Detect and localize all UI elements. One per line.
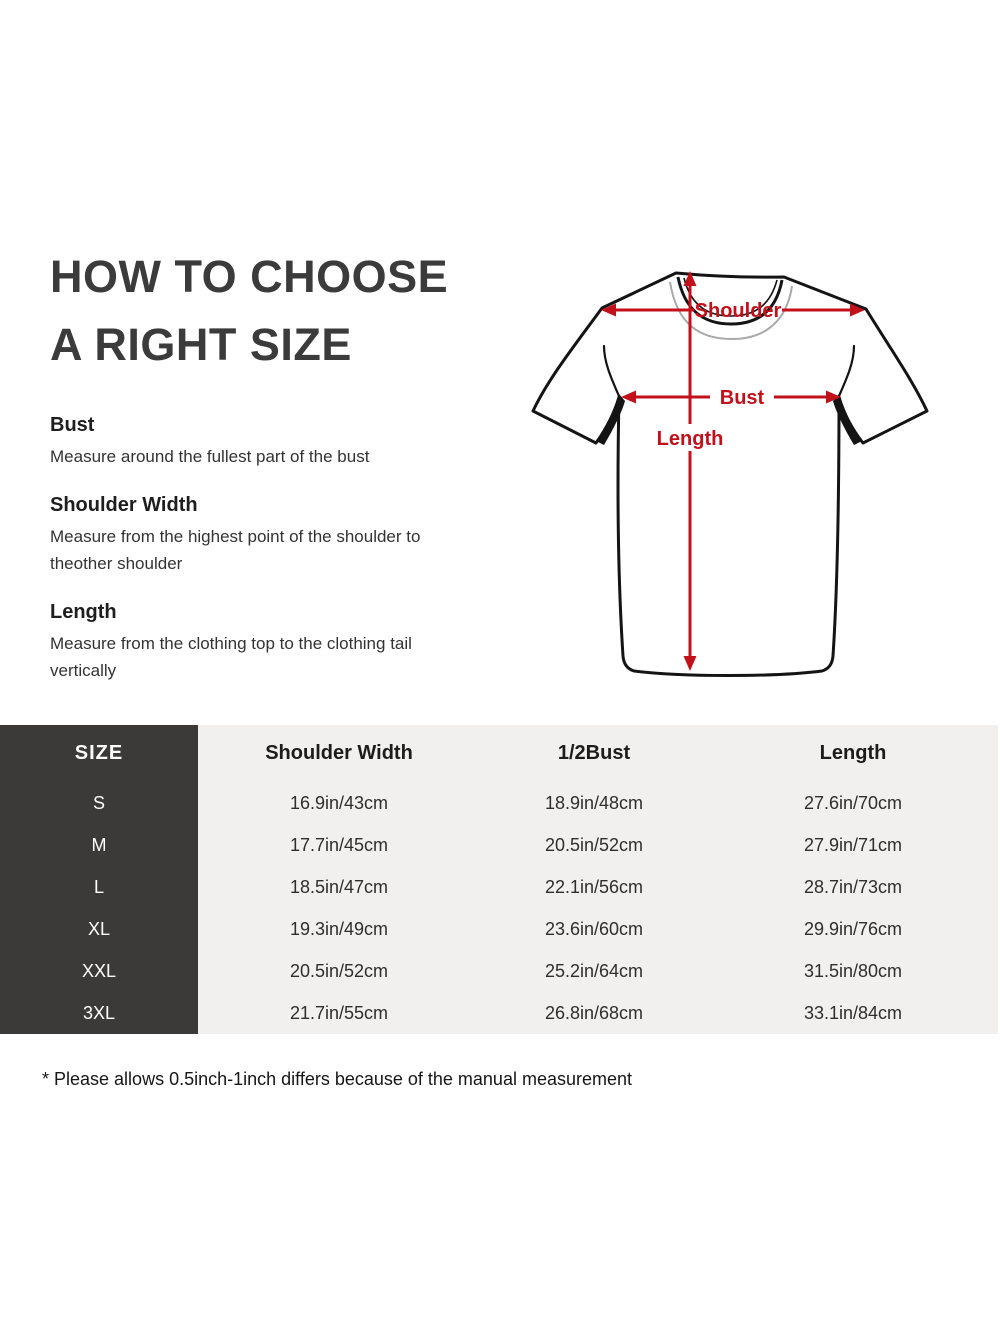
size-table: SIZE Shoulder Width 1/2Bust Length S 16.… (0, 725, 998, 1034)
left-sleeve-seam (602, 344, 621, 398)
instruction-heading-shoulder-width: Shoulder Width (50, 494, 198, 516)
row-3xl-length: 33.1in/84cm (803, 1002, 903, 1023)
row-3xl-shoulder-width: 21.7in/55cm (289, 1002, 389, 1023)
row-m-shoulder-width: 17.7in/45cm (289, 834, 389, 855)
row-xl-half-bust: 23.6in/60cm (544, 918, 644, 939)
row-3xl-size-label: 3XL (0, 992, 198, 1034)
shoulder-arrow-label: Shoulder (695, 300, 782, 322)
right-sleeve-seam (837, 344, 856, 398)
instruction-heading-bust: Bust (50, 414, 95, 436)
page-title-line-1: HOW TO CHOOSE (50, 251, 449, 302)
tshirt-diagram: Shoulder Bust Length (500, 240, 940, 690)
row-s-shoulder-width: 16.9in/43cm (289, 792, 389, 813)
row-m-size-label: M (0, 824, 198, 866)
instruction-heading-length: Length (50, 601, 117, 623)
row-xxl-length: 31.5in/80cm (803, 960, 903, 981)
row-xxl-shoulder-width: 20.5in/52cm (289, 960, 389, 981)
size-table-header-shoulder-width: Shoulder Width (265, 742, 413, 764)
size-table-header-size: SIZE (0, 725, 198, 782)
measurement-footnote: * Please allows 0.5inch-1inch differs be… (42, 1069, 633, 1089)
bust-arrow-label: Bust (720, 387, 765, 409)
row-m-half-bust: 20.5in/52cm (544, 834, 644, 855)
tshirt-diagram-svg: Shoulder Bust Length (531, 271, 929, 677)
row-s-size-label: S (0, 782, 198, 824)
length-arrow-label: Length (657, 428, 724, 450)
page-title-line-2: A RIGHT SIZE (50, 319, 352, 370)
instruction-body-shoulder-width: Measure from the highest point of the sh… (50, 527, 421, 573)
row-s-length: 27.6in/70cm (803, 792, 903, 813)
row-m-length: 27.9in/71cm (803, 834, 903, 855)
shoulder-arrow (601, 303, 865, 317)
collar-inner-curve (683, 277, 778, 317)
collar-outer-curve (676, 276, 784, 326)
row-l-size-label: L (0, 866, 198, 908)
size-table-header-length: Length (819, 742, 887, 764)
measurement-instructions: Bust Measure around the fullest part of … (50, 413, 442, 707)
length-arrow (683, 271, 697, 671)
row-xl-shoulder-width: 19.3in/49cm (289, 918, 389, 939)
row-xl-size-label: XL (0, 908, 198, 950)
row-xl-length: 29.9in/76cm (803, 918, 903, 939)
row-l-length: 28.7in/73cm (803, 876, 903, 897)
left-armpit-shade (596, 394, 625, 445)
row-xxl-half-bust: 25.2in/64cm (544, 960, 644, 981)
size-table-header-half-bust: 1/2Bust (557, 742, 631, 764)
row-l-half-bust: 22.1in/56cm (544, 876, 644, 897)
bust-arrow (621, 390, 841, 404)
collar-shadow-curve (669, 281, 793, 341)
tshirt-outline (531, 271, 929, 677)
instruction-body-bust: Measure around the fullest part of the b… (50, 447, 370, 466)
row-xxl-size-label: XXL (0, 950, 198, 992)
instruction-body-length: Measure from the clothing top to the clo… (50, 634, 412, 680)
row-3xl-half-bust: 26.8in/68cm (544, 1002, 644, 1023)
right-armpit-shade (833, 394, 862, 445)
page-title: HOW TO CHOOSE A RIGHT SIZE (50, 243, 448, 379)
row-s-half-bust: 18.9in/48cm (544, 792, 644, 813)
row-l-shoulder-width: 18.5in/47cm (289, 876, 389, 897)
